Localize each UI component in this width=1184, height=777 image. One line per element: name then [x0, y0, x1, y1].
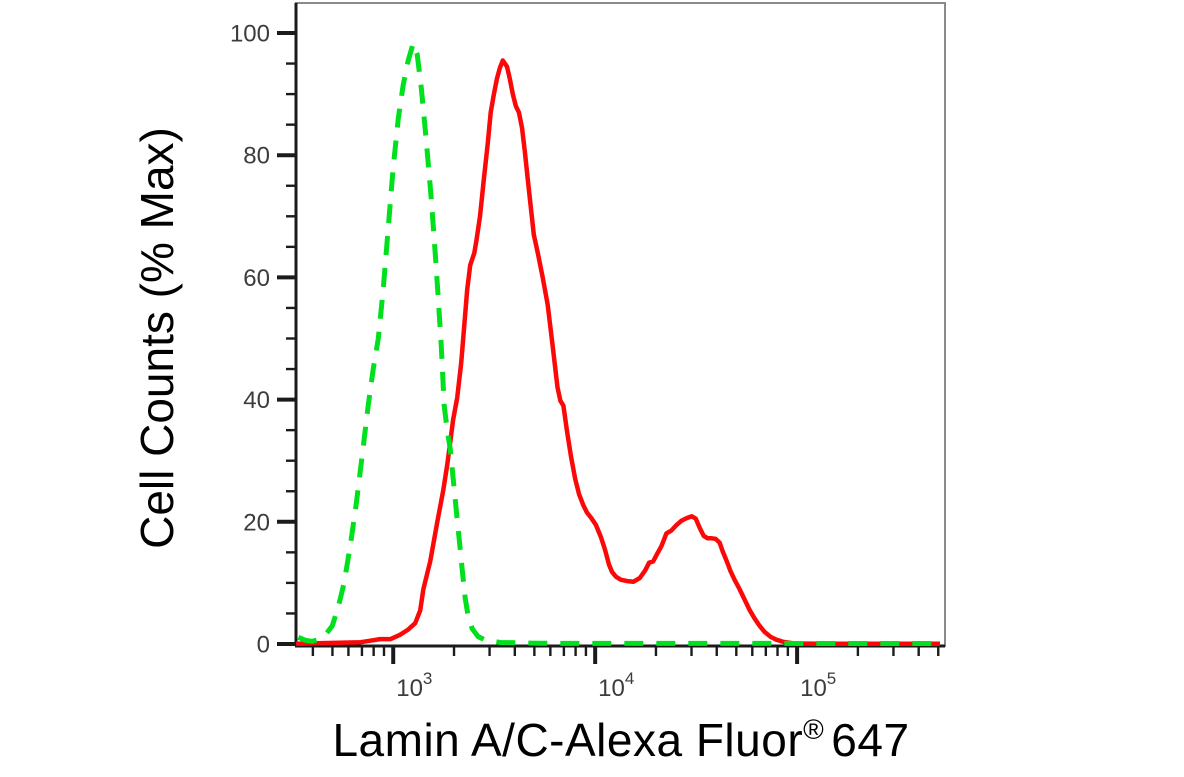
x-tick-label: 104	[598, 669, 634, 702]
y-axis-tick-labels: 0 20 40 60 80 100	[230, 21, 270, 659]
green-dashed-control-curve	[297, 40, 941, 646]
x-axis-ticks	[311, 646, 940, 664]
x-axis-title: Lamin A/C-Alexa Fluor® 647	[332, 713, 909, 767]
y-axis-ticks	[277, 31, 297, 646]
y-axis-title: Cell Counts (% Max)	[131, 127, 183, 549]
plot-border	[295, 2, 946, 647]
y-tick-label: 20	[243, 509, 270, 536]
axis-lines	[294, 3, 945, 648]
x-tick-label: 105	[800, 669, 836, 702]
y-tick-label: 100	[230, 21, 270, 48]
y-tick-label: 60	[243, 265, 270, 292]
x-axis-title-suffix: 647	[831, 714, 910, 766]
y-tick-label: 80	[243, 143, 270, 170]
x-axis-tick-labels: 103 104 105	[396, 669, 836, 702]
y-tick-label: 0	[257, 632, 270, 659]
registered-trademark-icon: ®	[803, 713, 825, 745]
red-solid-lamin-ac-stained-curve	[295, 58, 940, 646]
x-tick-label: 103	[396, 669, 432, 702]
x-axis-title-text: Lamin A/C-Alexa Fluor	[332, 714, 804, 766]
y-tick-label: 40	[243, 387, 270, 414]
